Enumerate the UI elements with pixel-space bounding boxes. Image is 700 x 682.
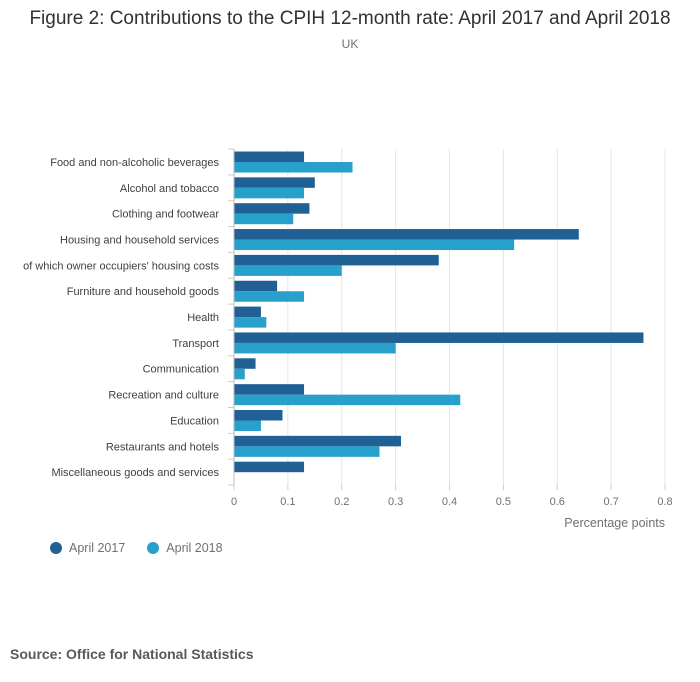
legend-swatch-april-2018 xyxy=(147,542,160,554)
legend-item-april-2018[interactable]: April 2018 xyxy=(147,541,223,555)
bar-april-2018 xyxy=(234,162,353,173)
bar-april-2017 xyxy=(234,384,305,395)
bar-april-2018 xyxy=(234,213,294,225)
bar-april-2017 xyxy=(234,461,305,473)
bar-april-2017 xyxy=(234,151,305,162)
x-tick-label: 0 xyxy=(231,496,237,508)
y-category-label: Transport xyxy=(172,338,219,350)
legend-label: April 2017 xyxy=(69,541,126,555)
y-category-label: Housing and household services xyxy=(60,234,219,246)
bar-april-2018 xyxy=(234,420,261,431)
bar-april-2018 xyxy=(234,342,396,354)
y-category-label: Education xyxy=(170,415,219,427)
bar-april-2018 xyxy=(234,368,245,380)
y-category-label: Furniture and household goods xyxy=(67,286,220,298)
source-note: Source: Office for National Statistics xyxy=(10,646,254,662)
bar-april-2017 xyxy=(234,306,261,318)
y-category-label: of which owner occupiers' housing costs xyxy=(23,260,219,272)
chart-subtitle: UK xyxy=(341,37,359,51)
x-tick-label: 0.7 xyxy=(603,496,618,508)
bar-april-2018 xyxy=(234,239,515,251)
y-category-label: Clothing and footwear xyxy=(112,209,219,221)
legend: April 2017 April 2018 xyxy=(50,541,223,555)
bar-april-2017 xyxy=(234,254,439,266)
bar-april-2018 xyxy=(234,317,267,328)
y-category-label: Restaurants and hotels xyxy=(106,441,220,453)
bar-april-2017 xyxy=(234,280,278,292)
x-tick-label: 0.2 xyxy=(334,496,349,508)
bar-april-2017 xyxy=(234,358,256,369)
bar-april-2017 xyxy=(234,435,402,447)
x-tick-label: 0.4 xyxy=(442,496,457,508)
x-tick-label: 0.6 xyxy=(550,496,565,508)
bar-april-2017 xyxy=(234,229,579,240)
x-tick-label: 0.1 xyxy=(280,496,295,508)
y-category-label: Recreation and culture xyxy=(108,390,219,402)
bar-april-2018 xyxy=(234,291,305,302)
y-category-label: Alcohol and tobacco xyxy=(120,183,219,195)
bar-april-2018 xyxy=(234,187,305,199)
x-axis-title: Percentage points xyxy=(564,516,665,530)
x-tick-label: 0.5 xyxy=(496,496,511,508)
legend-item-april-2017[interactable]: April 2017 xyxy=(50,541,125,555)
x-tick-label: 0.8 xyxy=(657,496,672,508)
y-category-label: Health xyxy=(187,312,219,324)
bar-april-2018 xyxy=(234,265,342,276)
x-tick-label: 0.3 xyxy=(388,496,403,508)
chart-title: Figure 2: Contributions to the CPIH 12-m… xyxy=(29,8,671,29)
bar-april-2017 xyxy=(234,332,644,343)
bar-april-2017 xyxy=(234,203,310,214)
bar-april-2017 xyxy=(234,177,315,188)
y-category-label: Miscellaneous goods and services xyxy=(51,467,219,479)
y-category-label: Food and non-alcoholic beverages xyxy=(50,157,219,169)
bar-april-2017 xyxy=(234,410,283,421)
y-category-label: Communication xyxy=(143,364,219,376)
legend-swatch-april-2017 xyxy=(50,542,62,554)
legend-label: April 2018 xyxy=(166,541,223,555)
bar-april-2018 xyxy=(234,394,461,406)
bar-april-2018 xyxy=(234,446,380,457)
